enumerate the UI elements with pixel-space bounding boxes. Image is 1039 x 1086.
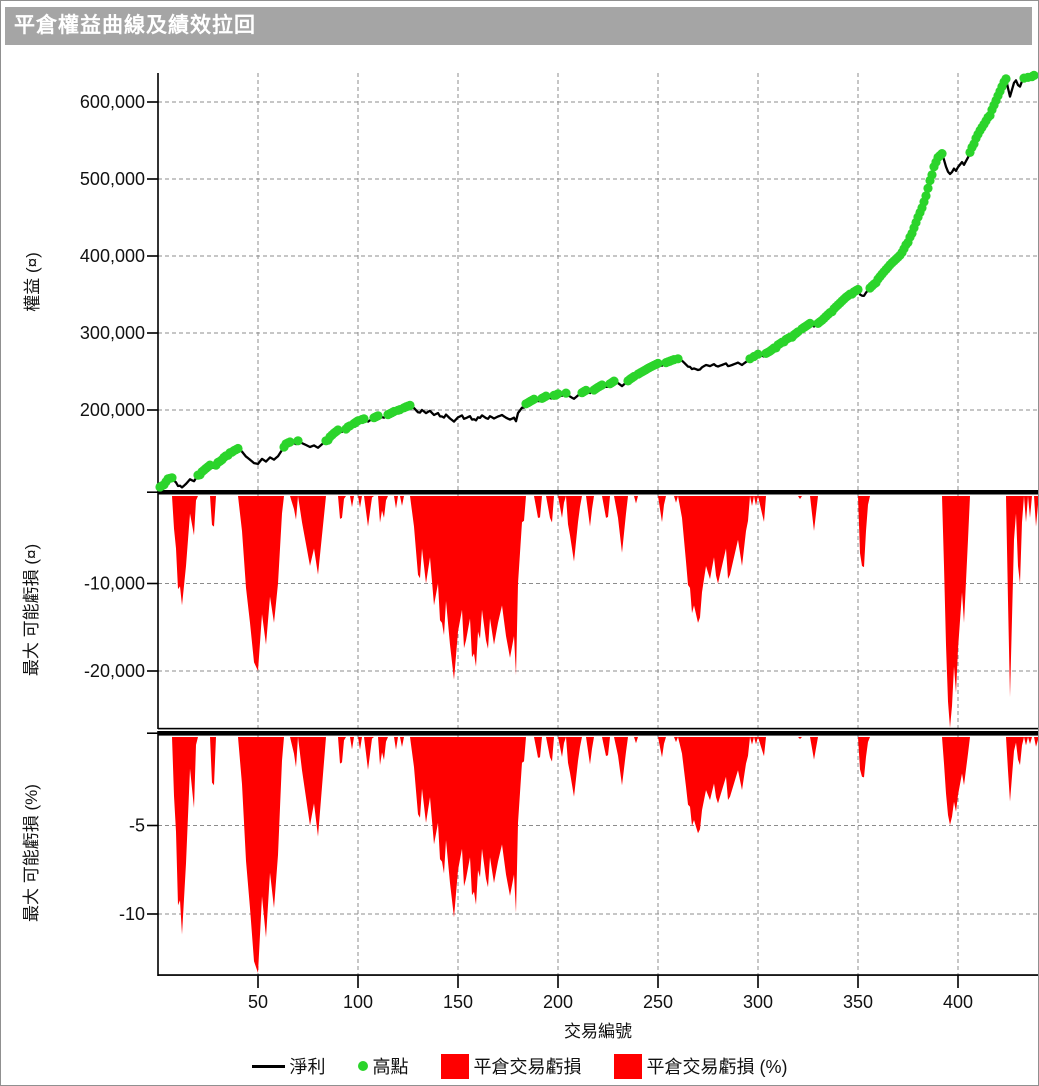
drawdown-currency-area — [160, 496, 1038, 728]
y-tick-mark — [147, 670, 159, 672]
y-tick-mark — [147, 178, 159, 180]
y-tick-mark — [147, 732, 159, 734]
y-tick-mark — [147, 824, 159, 827]
chart-legend: 淨利 高點 平倉交易虧損 平倉交易虧損 (%) — [1, 1049, 1038, 1083]
y-tick-label: 600,000 — [80, 92, 145, 112]
x-tick-label: 350 — [843, 992, 873, 1012]
x-tick-mark — [657, 975, 659, 988]
x-tick-mark — [757, 975, 759, 988]
legend-item-drawdown-currency: 平倉交易虧損 — [440, 1053, 582, 1079]
y-axis-line-drawdown-currency — [157, 490, 159, 729]
x-tick-label: 200 — [543, 992, 573, 1012]
high-point-dot — [541, 391, 551, 401]
x-tick-label: 50 — [248, 992, 268, 1012]
high-point-dot — [373, 411, 383, 421]
y-tick-label: -20,000 — [84, 661, 145, 681]
legend-item-net-profit: 淨利 — [251, 1053, 326, 1079]
high-point-dot — [653, 358, 663, 368]
high-point-dot — [927, 170, 937, 180]
high-point-dot — [937, 149, 947, 159]
x-tick-mark — [257, 975, 259, 988]
x-tick-mark — [857, 975, 859, 988]
high-point-dot — [293, 436, 303, 446]
high-point-dot — [405, 400, 415, 410]
high-point-dot — [923, 183, 933, 193]
y-axis-title-equity: 權益 (¤) — [23, 252, 42, 312]
high-point-dot — [233, 443, 243, 454]
drawdown-currency-zero-line — [158, 490, 1038, 495]
drawdown-percent-area — [160, 737, 1038, 973]
high-point-dot — [1001, 74, 1011, 84]
y-tick-label: -10 — [119, 904, 145, 924]
x-tick-label: 300 — [743, 992, 773, 1012]
x-tick-mark — [357, 975, 359, 988]
high-point-dot — [805, 318, 815, 328]
high-point-dot — [581, 385, 591, 395]
high-point-dot — [333, 425, 343, 435]
high-point-dot — [673, 354, 683, 364]
legend-label-drawdown-currency: 平倉交易虧損 — [473, 1057, 582, 1077]
high-point-dot — [529, 394, 539, 404]
high-point-dot — [753, 349, 763, 359]
y-tick-label: -10,000 — [84, 574, 145, 594]
legend-label-high-point: 高點 — [372, 1057, 409, 1077]
x-tick-label: 100 — [343, 992, 373, 1012]
legend-item-high-point: 高點 — [357, 1053, 409, 1079]
high-point-dot — [597, 380, 607, 390]
y-tick-mark — [147, 913, 159, 915]
x-axis-line — [158, 974, 1038, 976]
high-point-dot — [1029, 70, 1038, 80]
x-tick-label: 150 — [443, 992, 473, 1012]
y-tick-label: -5 — [129, 816, 145, 836]
high-point-dot — [561, 388, 571, 398]
y-axis-line-drawdown-percent — [157, 731, 159, 976]
y-tick-label: 500,000 — [80, 169, 145, 189]
section-titlebar: 平倉權益曲線及績效拉回 — [5, 7, 1032, 45]
legend-label-net-profit: 淨利 — [289, 1057, 326, 1077]
x-tick-mark — [457, 975, 459, 988]
x-axis-title: 交易編號 — [564, 1022, 632, 1041]
y-axis-title-drawdown-currency: 最大 可能虧損 (¤) — [22, 544, 41, 676]
drawdown-currency-swatch-icon — [440, 1053, 469, 1079]
drawdown-percent-zero-line — [158, 731, 1038, 736]
high-point-dot — [359, 414, 369, 424]
high-point-dot — [609, 376, 619, 386]
y-tick-mark — [147, 332, 159, 334]
high-point-dot — [285, 437, 295, 447]
high-point-dot — [921, 191, 931, 201]
y-tick-label: 300,000 — [80, 323, 145, 343]
y-tick-mark — [147, 491, 159, 493]
high-point-dot-swatch-icon — [357, 1061, 368, 1071]
net-profit-line — [159, 74, 1038, 489]
high-point-dot — [853, 284, 863, 295]
x-tick-mark — [957, 975, 959, 988]
panel-divider-line — [158, 727, 1038, 730]
y-tick-label: 400,000 — [80, 246, 145, 266]
legend-label-drawdown-percent: 平倉交易虧損 (%) — [646, 1057, 788, 1077]
x-tick-mark — [557, 975, 559, 988]
y-axis-title-drawdown-percent: 最大 可能虧損 (%) — [22, 784, 41, 922]
legend-item-drawdown-percent: 平倉交易虧損 (%) — [613, 1053, 788, 1079]
section-title: 平倉權益曲線及績效拉回 — [14, 14, 256, 37]
drawdown-percent-swatch-icon — [613, 1053, 642, 1079]
y-tick-mark — [147, 255, 159, 257]
high-point-dot — [553, 389, 563, 399]
x-tick-label: 250 — [643, 992, 673, 1012]
net-profit-line-swatch-icon — [251, 1064, 285, 1068]
y-tick-mark — [147, 582, 159, 585]
y-tick-mark — [147, 409, 159, 411]
y-tick-mark — [147, 101, 159, 103]
x-tick-label: 400 — [943, 992, 973, 1012]
y-tick-label: 200,000 — [80, 400, 145, 420]
high-point-dot — [167, 473, 177, 483]
y-axis-line-equity — [157, 73, 159, 490]
